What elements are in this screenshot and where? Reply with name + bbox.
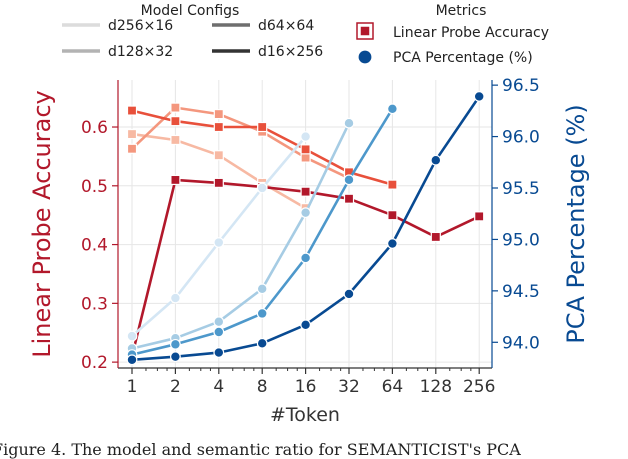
right-y-tick-label: 94.5 xyxy=(502,282,540,302)
pca-point-d256x16 xyxy=(126,330,138,342)
accuracy-point-d64x64 xyxy=(126,105,138,116)
accuracy-point-d256x16 xyxy=(213,150,224,161)
right-y-tick-label: 96.0 xyxy=(502,128,540,148)
legend-config-label: d256×16 xyxy=(108,18,173,34)
x-tick-label: 64 xyxy=(382,377,404,397)
left-y-tick-label: 0.3 xyxy=(81,294,108,314)
pca-point-d16x256 xyxy=(213,347,225,358)
accuracy-point-d16x256 xyxy=(170,174,181,186)
legend-config-label: d128×32 xyxy=(108,44,173,60)
pca-point-d64x64 xyxy=(387,103,398,115)
pca-point-d256x16 xyxy=(169,292,181,304)
accuracy-point-d128x32 xyxy=(213,108,224,120)
legend-config-label: d16×256 xyxy=(258,44,323,60)
accuracy-point-d256x16 xyxy=(126,128,138,140)
left-y-tick-label: 0.6 xyxy=(81,118,108,138)
pca-point-d256x16 xyxy=(256,182,268,194)
pca-point-d16x256 xyxy=(169,351,181,363)
x-tick-label: 4 xyxy=(213,377,224,397)
left-y-tick-label: 0.2 xyxy=(81,353,108,373)
pca-point-d16x256 xyxy=(343,288,355,300)
accuracy-point-d16x256 xyxy=(387,210,398,221)
figure-caption: Figure 4. The model and semantic ratio f… xyxy=(0,440,521,459)
right-y-tick-label: 94.0 xyxy=(502,333,540,353)
accuracy-point-d64x64 xyxy=(170,116,181,127)
legend-config-label: d64×64 xyxy=(258,18,314,34)
right-y-tick-label: 96.5 xyxy=(502,76,540,96)
accuracy-point-d64x64 xyxy=(257,121,268,133)
accuracy-point-d16x256 xyxy=(300,186,311,197)
accuracy-point-d16x256 xyxy=(430,231,441,243)
accuracy-point-d256x16 xyxy=(170,134,181,146)
chart: Model Configs Metrics d256×16 d128×32 d64×… xyxy=(28,3,590,426)
accuracy-point-d64x64 xyxy=(213,121,224,133)
accuracy-point-d64x64 xyxy=(300,144,311,155)
legend-accuracy-marker-frame xyxy=(356,22,374,40)
left-y-tick-label: 0.4 xyxy=(81,236,108,256)
accuracy-point-d16x256 xyxy=(343,193,355,204)
left-y-axis-label: Linear Probe Accuracy xyxy=(28,90,56,358)
accuracy-point-d64x64 xyxy=(387,179,398,190)
x-tick-label: 16 xyxy=(295,377,317,397)
pca-point-d16x256 xyxy=(256,337,268,349)
left-y-tick-label: 0.5 xyxy=(81,177,108,197)
x-tick-label: 8 xyxy=(257,377,268,397)
x-tick-label: 2 xyxy=(170,377,181,397)
pca-point-d128x32 xyxy=(300,207,312,219)
pca-point-d128x32 xyxy=(256,283,268,295)
pca-point-d256x16 xyxy=(300,131,312,142)
pca-point-d128x32 xyxy=(343,117,355,129)
legend-accuracy-label: Linear Probe Accuracy xyxy=(393,25,549,41)
pca-point-d64x64 xyxy=(256,308,268,319)
pca-point-d64x64 xyxy=(343,174,355,186)
pca-point-d16x256 xyxy=(300,319,312,331)
pca-point-d16x256 xyxy=(473,91,485,102)
accuracy-point-d128x32 xyxy=(170,102,181,113)
legend-accuracy-marker xyxy=(359,25,371,37)
pca-point-d64x64 xyxy=(300,252,312,264)
pca-line-d128x32 xyxy=(131,122,351,350)
right-y-tick-label: 95.0 xyxy=(502,230,540,250)
accuracy-point-d16x256 xyxy=(474,211,485,222)
pca-point-d16x256 xyxy=(126,354,138,366)
legend: Model Configs Metrics d256×16 d128×32 d64×… xyxy=(62,3,549,66)
legend-pca-marker xyxy=(357,49,373,65)
x-tick-label: 256 xyxy=(463,377,495,397)
pca-point-d16x256 xyxy=(430,154,442,166)
pca-point-d64x64 xyxy=(213,326,225,338)
x-tick-label: 1 xyxy=(127,377,138,397)
legend-metrics-title: Metrics xyxy=(436,3,487,19)
accuracy-line-d128x32 xyxy=(131,106,350,180)
right-y-tick-label: 95.5 xyxy=(502,179,540,199)
legend-pca-label: PCA Percentage (%) xyxy=(393,50,533,66)
x-tick-label: 128 xyxy=(420,377,452,397)
x-axis-label: #Token xyxy=(270,404,340,426)
pca-point-d64x64 xyxy=(169,338,181,350)
right-y-axis-label: PCA Percentage (%) xyxy=(562,104,590,343)
pca-point-d256x16 xyxy=(213,237,225,248)
pca-point-d128x32 xyxy=(213,316,225,328)
legend-configs-title: Model Configs xyxy=(141,3,240,19)
x-tick-label: 32 xyxy=(338,377,360,397)
pca-point-d16x256 xyxy=(387,238,398,249)
accuracy-point-d128x32 xyxy=(126,143,138,154)
accuracy-point-d16x256 xyxy=(213,177,224,188)
